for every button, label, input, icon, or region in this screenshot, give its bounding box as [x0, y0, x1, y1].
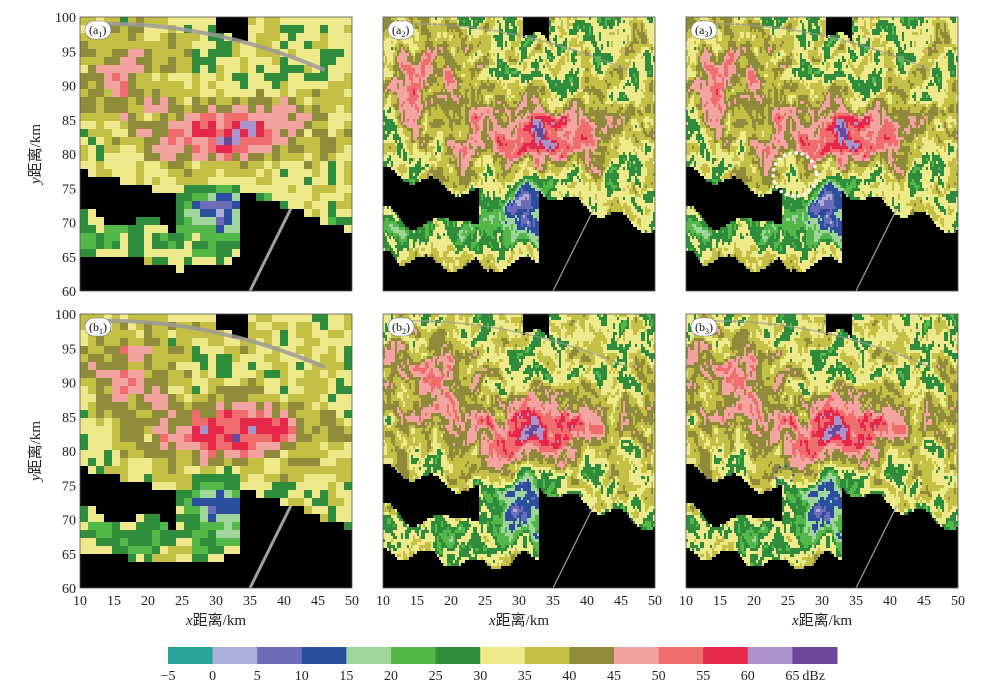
- panel-a2: (a2): [383, 17, 655, 291]
- x-tick-label: 20: [444, 594, 458, 609]
- x-tick-label: 35: [849, 594, 863, 609]
- x-axis-label: x距离/km: [791, 612, 852, 629]
- y-tick-label: 90: [62, 80, 76, 95]
- x-tick-label: 10: [679, 594, 693, 609]
- colorbar-swatch: [213, 647, 258, 664]
- svg-text:(a1): (a1): [89, 23, 106, 39]
- y-tick-label: 65: [62, 251, 76, 266]
- x-tick-label: 50: [345, 594, 359, 609]
- y-tick-label: 60: [62, 285, 76, 300]
- colorbar-swatch: [659, 647, 704, 664]
- y-tick-label: 95: [62, 45, 76, 60]
- x-tick-label: 50: [951, 594, 965, 609]
- x-tick-label: 15: [410, 594, 424, 609]
- x-tick-label: 45: [917, 594, 931, 609]
- x-tick-label: 40: [580, 594, 594, 609]
- panel-b3: (b3) 10 15 20 25 30 35 40 45 50 x距离/km: [679, 314, 965, 629]
- colorbar-tick-label: 50: [652, 669, 666, 684]
- colorbar: −5 0 5 10 15 20 25 30 35 40 45 50 55 60 65 dBz: [161, 647, 838, 684]
- x-tick-label: 10: [376, 594, 390, 609]
- colorbar-swatch: [480, 647, 525, 664]
- colorbar-tick-label: 40: [562, 669, 576, 684]
- x-tick-label: 25: [478, 594, 492, 609]
- colorbar-swatch: [748, 647, 793, 664]
- y-tick-label: 75: [62, 182, 76, 197]
- colorbar-tick-label: 35: [518, 669, 532, 684]
- colorbar-swatch: [703, 647, 748, 664]
- y-axis-label: y距离/km: [27, 124, 44, 186]
- colorbar-tick-label: 60: [741, 669, 755, 684]
- colorbar-swatch: [436, 647, 481, 664]
- panel-label: (a3): [691, 21, 717, 39]
- y-tick-label: 95: [62, 342, 76, 357]
- panel-a1: (a1) 100 95 90 85 80 75 70 65 60 y距离/km: [27, 11, 352, 300]
- colorbar-swatch: [525, 647, 570, 664]
- colorbar-tick-label: 45: [607, 669, 621, 684]
- panel-label: (b3): [691, 318, 717, 336]
- panel-label: (a2): [388, 21, 414, 39]
- y-tick-label: 65: [62, 548, 76, 563]
- y-axis-label: y距离/km: [27, 421, 44, 483]
- y-tick-label: 80: [62, 445, 76, 460]
- panel-a3: (a3): [686, 17, 958, 291]
- panel-label: (b1): [85, 318, 111, 336]
- x-tick-label: 15: [107, 594, 121, 609]
- colorbar-swatch: [302, 647, 347, 664]
- x-axis-label: x距离/km: [488, 612, 549, 629]
- y-tick-label: 100: [55, 308, 76, 323]
- x-tick-label: 50: [648, 594, 662, 609]
- colorbar-swatch: [391, 647, 436, 664]
- x-tick-label: 45: [614, 594, 628, 609]
- panel-label: (a1): [85, 21, 111, 39]
- x-tick-label: 10: [73, 594, 87, 609]
- colorbar-tick-label: −5: [161, 669, 176, 684]
- y-tick-label: 70: [62, 514, 76, 529]
- y-tick-label: 85: [62, 114, 76, 129]
- y-tick-label: 85: [62, 411, 76, 426]
- colorbar-tick-label: 15: [339, 669, 353, 684]
- colorbar-tick-label: 55: [696, 669, 710, 684]
- colorbar-unit: dBz: [802, 669, 825, 684]
- colorbar-tick-label: 5: [254, 669, 261, 684]
- x-axis-label: x距离/km: [185, 612, 246, 629]
- colorbar-tick-label: 20: [384, 669, 398, 684]
- x-tick-label: 30: [815, 594, 829, 609]
- colorbar-tick-label: 65: [785, 669, 799, 684]
- y-tick-label: 70: [62, 217, 76, 232]
- x-tick-label: 45: [311, 594, 325, 609]
- x-tick-label: 30: [512, 594, 526, 609]
- y-tick-label: 90: [62, 377, 76, 392]
- x-tick-label: 30: [209, 594, 223, 609]
- y-tick-label: 80: [62, 148, 76, 163]
- colorbar-swatch: [792, 647, 837, 664]
- colorbar-swatch: [614, 647, 659, 664]
- x-tick-label: 25: [175, 594, 189, 609]
- colorbar-swatch: [257, 647, 302, 664]
- colorbar-swatch: [569, 647, 614, 664]
- x-tick-label: 25: [781, 594, 795, 609]
- x-tick-label: 35: [546, 594, 560, 609]
- x-tick-label: 20: [747, 594, 761, 609]
- colorbar-tick-label: 0: [209, 669, 216, 684]
- x-tick-label: 20: [141, 594, 155, 609]
- colorbar-swatch: [346, 647, 391, 664]
- x-tick-label: 40: [883, 594, 897, 609]
- colorbar-swatch: [168, 647, 213, 664]
- x-tick-label: 40: [277, 594, 291, 609]
- panel-b2: (b2) 10 15 20 25 30 35 40 45 50 x距离/km: [376, 314, 662, 629]
- y-tick-label: 100: [55, 11, 76, 26]
- colorbar-tick-label: 30: [473, 669, 487, 684]
- colorbar-tick-label: 10: [295, 669, 309, 684]
- x-tick-label: 35: [243, 594, 257, 609]
- x-tick-label: 15: [713, 594, 727, 609]
- y-tick-label: 75: [62, 479, 76, 494]
- colorbar-tick-label: 25: [429, 669, 443, 684]
- panel-label: (b2): [388, 318, 414, 336]
